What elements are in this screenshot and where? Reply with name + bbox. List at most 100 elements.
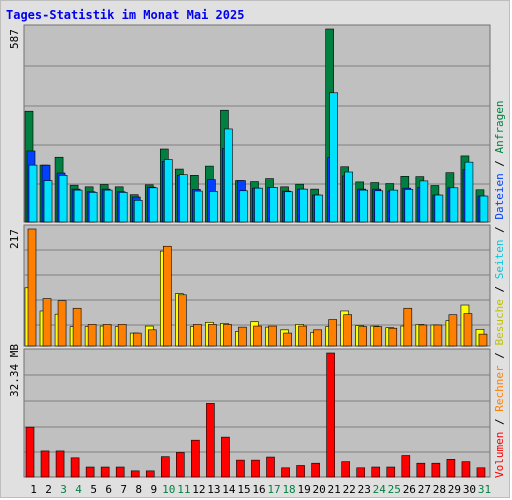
bar-rechner (478, 333, 488, 347)
x-tick-label: 11 (177, 483, 190, 496)
x-tick-label: 12 (192, 483, 205, 496)
x-tick-label: 14 (222, 483, 236, 496)
bar-volumen (176, 452, 185, 478)
bar-volumen (221, 436, 230, 478)
bar-seiten (254, 187, 263, 223)
bar-seiten (434, 194, 444, 223)
y-max-label: 217 (8, 229, 21, 249)
legend: Volumen / Rechner / Besuche / Seiten / D… (493, 100, 506, 478)
bar-volumen (100, 466, 110, 478)
x-tick-label: 15 (237, 483, 250, 496)
bar-seiten (88, 192, 98, 223)
bar-seiten (28, 164, 38, 223)
y-max-label: 32.34 MB (8, 344, 21, 397)
panel-3-background (23, 348, 491, 478)
x-tick-label: 8 (135, 483, 142, 496)
bar-rechner (253, 325, 262, 347)
bar-seiten (419, 180, 429, 223)
bar-volumen (281, 467, 290, 478)
bar-rechner (388, 327, 398, 347)
bar-rechner (418, 324, 428, 347)
bar-rechner (178, 294, 187, 347)
bar-seiten (133, 199, 143, 223)
x-tick-label: 5 (90, 483, 97, 496)
bar-rechner (57, 300, 67, 347)
bar-volumen (160, 456, 170, 478)
x-tick-label: 20 (313, 483, 326, 496)
bar-volumen (25, 426, 35, 478)
bar-volumen (326, 352, 335, 478)
bar-rechner (373, 326, 383, 347)
x-tick-label: 2 (45, 483, 52, 496)
bar-volumen (85, 466, 95, 478)
bar-seiten (299, 188, 308, 223)
bar-seiten (163, 159, 173, 223)
bar-rechner (268, 325, 277, 347)
chart-title: Tages-Statistik im Monat Mai 2025 (6, 8, 245, 22)
bar-seiten (284, 191, 293, 223)
bar-rechner (358, 326, 368, 347)
bar-rechner (238, 326, 247, 347)
x-tick-label: 26 (403, 483, 416, 496)
bar-volumen (431, 462, 441, 478)
x-tick-label: 27 (418, 483, 431, 496)
y-max-label: 587 (8, 29, 21, 49)
bar-seiten (359, 189, 369, 223)
bar-seiten (314, 194, 323, 223)
bar-rechner (208, 324, 217, 347)
bar-volumen (55, 450, 65, 478)
bar-volumen (371, 466, 381, 478)
bar-rechner (147, 329, 157, 347)
legend-separator: / (493, 153, 506, 173)
bar-seiten (464, 161, 474, 223)
legend-item: Anfragen (493, 100, 506, 153)
bar-volumen (70, 457, 80, 478)
legend-item: Rechner (493, 365, 506, 412)
legend-separator: / (493, 220, 506, 240)
bar-seiten (449, 187, 459, 223)
bar-volumen (115, 466, 125, 478)
bar-seiten (148, 187, 158, 223)
x-tick-label: 31 (478, 483, 491, 496)
x-tick-label: 30 (463, 483, 476, 496)
x-tick-label: 4 (75, 483, 82, 496)
bar-rechner (87, 324, 97, 347)
bar-rechner (162, 245, 172, 347)
legend-item: Volumen (493, 432, 506, 478)
bar-volumen (311, 462, 320, 478)
x-tick-label: 10 (162, 483, 175, 496)
legend-separator: / (493, 279, 506, 299)
bar-volumen (191, 439, 200, 478)
bar-seiten (58, 175, 68, 223)
bar-volumen (251, 459, 260, 478)
bar-rechner (283, 332, 292, 347)
bar-seiten (209, 191, 218, 223)
bar-seiten (194, 190, 203, 223)
bar-volumen (476, 467, 486, 478)
bar-volumen (461, 461, 471, 478)
x-tick-label: 23 (358, 483, 371, 496)
bar-rechner (463, 313, 473, 347)
bar-volumen (145, 470, 155, 478)
bar-rechner (72, 307, 82, 347)
bar-rechner (298, 325, 307, 347)
bar-volumen (386, 466, 396, 478)
bar-volumen (416, 462, 426, 478)
bar-seiten (404, 189, 414, 223)
bar-seiten (479, 195, 489, 223)
x-tick-label: 25 (388, 483, 401, 496)
bar-seiten (118, 192, 128, 223)
legend-separator: / (493, 346, 506, 366)
x-tick-label: 17 (267, 483, 280, 496)
bar-volumen (130, 470, 140, 478)
bar-volumen (206, 403, 215, 478)
bar-rechner (193, 324, 202, 347)
bar-rechner (403, 307, 413, 347)
bar-rechner (42, 298, 52, 347)
x-tick-label: 24 (373, 483, 387, 496)
bar-seiten (329, 92, 338, 223)
bar-rechner (117, 324, 127, 347)
legend-item: Dateien (493, 173, 506, 219)
bar-rechner (223, 324, 232, 347)
